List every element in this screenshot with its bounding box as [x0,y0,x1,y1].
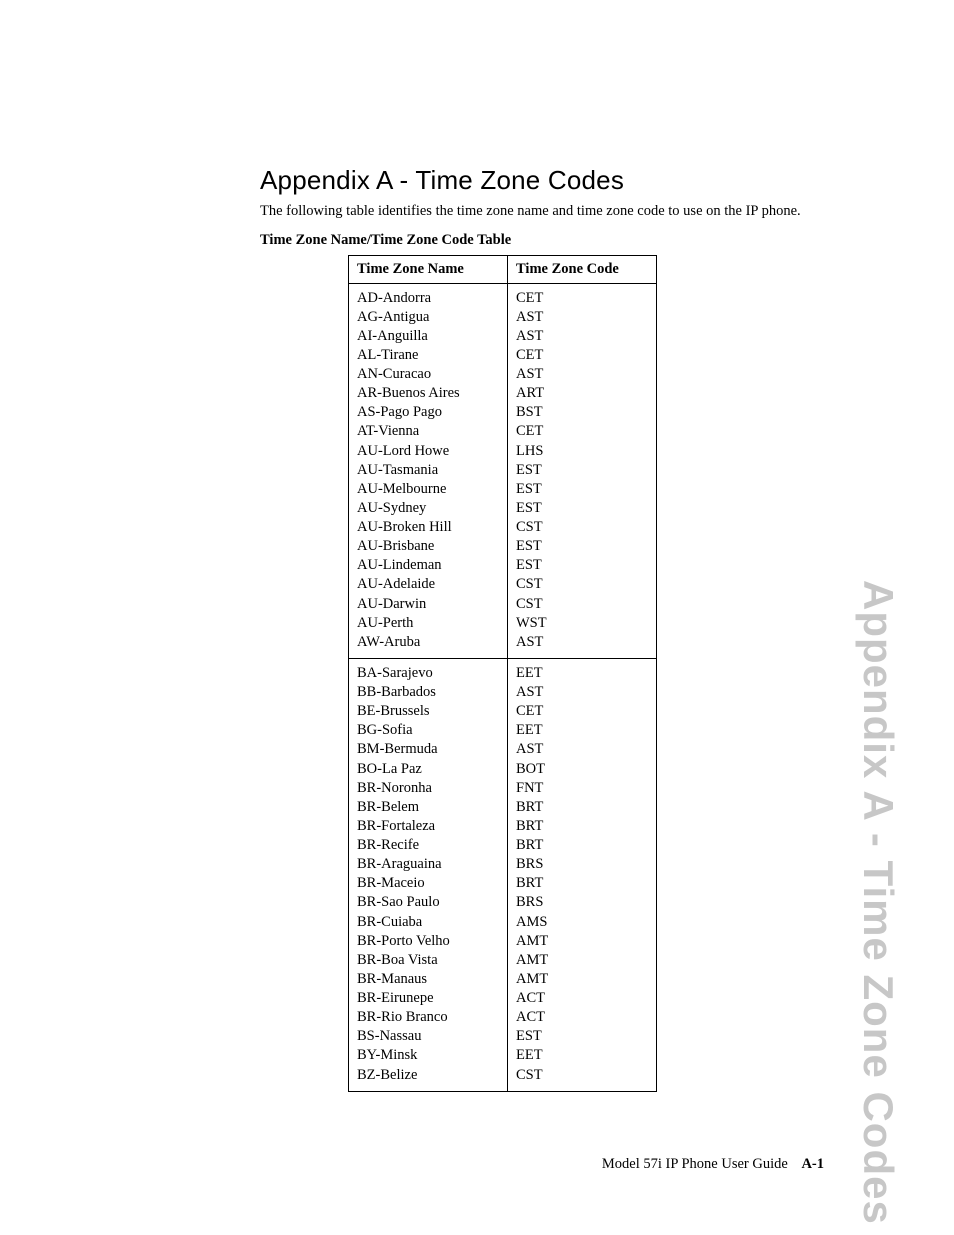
tz-code: ACT [516,989,646,1008]
tz-code: EET [516,1046,646,1065]
tz-name: BZ-Belize [357,1066,497,1085]
tz-name: BG-Sofia [357,721,497,740]
tz-code: CST [516,595,646,614]
tz-name: BS-Nassau [357,1027,497,1046]
tz-name: AU-Lord Howe [357,442,497,461]
tz-name: AR-Buenos Aires [357,384,497,403]
tz-name: BO-La Paz [357,760,497,779]
tz-name: AU-Darwin [357,595,497,614]
tz-code: AST [516,308,646,327]
intro-paragraph: The following table identifies the time … [260,202,824,222]
tz-code: EST [516,1027,646,1046]
page-footer: Model 57i IP Phone User Guide A-1 [602,1156,824,1173]
tz-code: CET [516,346,646,365]
tz-code: AST [516,633,646,652]
tz-code: EST [516,499,646,518]
table-header-row: Time Zone Name Time Zone Code [349,255,657,283]
tz-code: AMT [516,951,646,970]
cell-codes: EETASTCETEETASTBOTFNTBRTBRTBRTBRSBRTBRSA… [508,658,657,1091]
tz-code: CST [516,1066,646,1085]
tz-code: BST [516,403,646,422]
tz-name: BM-Bermuda [357,740,497,759]
tz-code: BRS [516,893,646,912]
tz-code: BRT [516,817,646,836]
tz-name: AU-Melbourne [357,480,497,499]
cell-names: AD-AndorraAG-AntiguaAI-AnguillaAL-Tirane… [349,283,508,658]
tz-name: BR-Boa Vista [357,951,497,970]
col-header-name: Time Zone Name [349,255,508,283]
tz-name: BR-Cuiaba [357,913,497,932]
tz-name: BY-Minsk [357,1046,497,1065]
tz-name: BR-Rio Branco [357,1008,497,1027]
tz-name: AU-Broken Hill [357,518,497,537]
tz-code: BOT [516,760,646,779]
timezone-table: Time Zone Name Time Zone Code AD-Andorra… [348,255,657,1092]
tz-code: BRT [516,798,646,817]
tz-code: EET [516,664,646,683]
tz-code: AMT [516,932,646,951]
tz-name: BB-Barbados [357,683,497,702]
cell-names: BA-SarajevoBB-BarbadosBE-BrusselsBG-Sofi… [349,658,508,1091]
tz-code: ART [516,384,646,403]
tz-code: FNT [516,779,646,798]
tz-name: AU-Adelaide [357,575,497,594]
tz-name: AS-Pago Pago [357,403,497,422]
table-title: Time Zone Name/Time Zone Code Table [260,232,824,249]
tz-code: EST [516,537,646,556]
tz-code: AMS [516,913,646,932]
tz-code: BRS [516,855,646,874]
tz-name: AL-Tirane [357,346,497,365]
table-row: AD-AndorraAG-AntiguaAI-AnguillaAL-Tirane… [349,283,657,658]
tz-name: BR-Belem [357,798,497,817]
tz-code: AST [516,365,646,384]
side-vertical-title: Appendix A - Time Zone Codes [854,580,902,1225]
tz-name: AU-Lindeman [357,556,497,575]
tz-name: AT-Vienna [357,422,497,441]
tz-name: AW-Aruba [357,633,497,652]
tz-name: AU-Brisbane [357,537,497,556]
tz-code: LHS [516,442,646,461]
tz-name: BR-Sao Paulo [357,893,497,912]
col-header-code: Time Zone Code [508,255,657,283]
tz-code: BRT [516,836,646,855]
tz-code: CST [516,575,646,594]
tz-code: AST [516,683,646,702]
tz-name: AG-Antigua [357,308,497,327]
tz-name: BR-Porto Velho [357,932,497,951]
tz-code: EET [516,721,646,740]
footer-text: Model 57i IP Phone User Guide [602,1156,788,1172]
tz-code: WST [516,614,646,633]
tz-name: AU-Tasmania [357,461,497,480]
tz-code: EST [516,556,646,575]
tz-code: AST [516,327,646,346]
tz-name: BR-Maceio [357,874,497,893]
tz-name: AN-Curacao [357,365,497,384]
tz-name: BR-Araguaina [357,855,497,874]
tz-code: ACT [516,1008,646,1027]
footer-page-number: A-1 [801,1156,824,1172]
tz-name: BE-Brussels [357,702,497,721]
tz-code: CST [516,518,646,537]
tz-code: CET [516,289,646,308]
cell-codes: CETASTASTCETASTARTBSTCETLHSESTESTESTCSTE… [508,283,657,658]
tz-name: BA-Sarajevo [357,664,497,683]
tz-code: CET [516,702,646,721]
tz-name: BR-Eirunepe [357,989,497,1008]
tz-code: AMT [516,970,646,989]
tz-name: AU-Perth [357,614,497,633]
table-row: BA-SarajevoBB-BarbadosBE-BrusselsBG-Sofi… [349,658,657,1091]
tz-code: EST [516,461,646,480]
page-heading: Appendix A - Time Zone Codes [260,165,824,196]
tz-name: BR-Recife [357,836,497,855]
tz-code: AST [516,740,646,759]
tz-code: EST [516,480,646,499]
tz-code: CET [516,422,646,441]
tz-name: AD-Andorra [357,289,497,308]
tz-name: AI-Anguilla [357,327,497,346]
tz-code: BRT [516,874,646,893]
tz-name: BR-Fortaleza [357,817,497,836]
tz-name: AU-Sydney [357,499,497,518]
tz-name: BR-Manaus [357,970,497,989]
tz-name: BR-Noronha [357,779,497,798]
